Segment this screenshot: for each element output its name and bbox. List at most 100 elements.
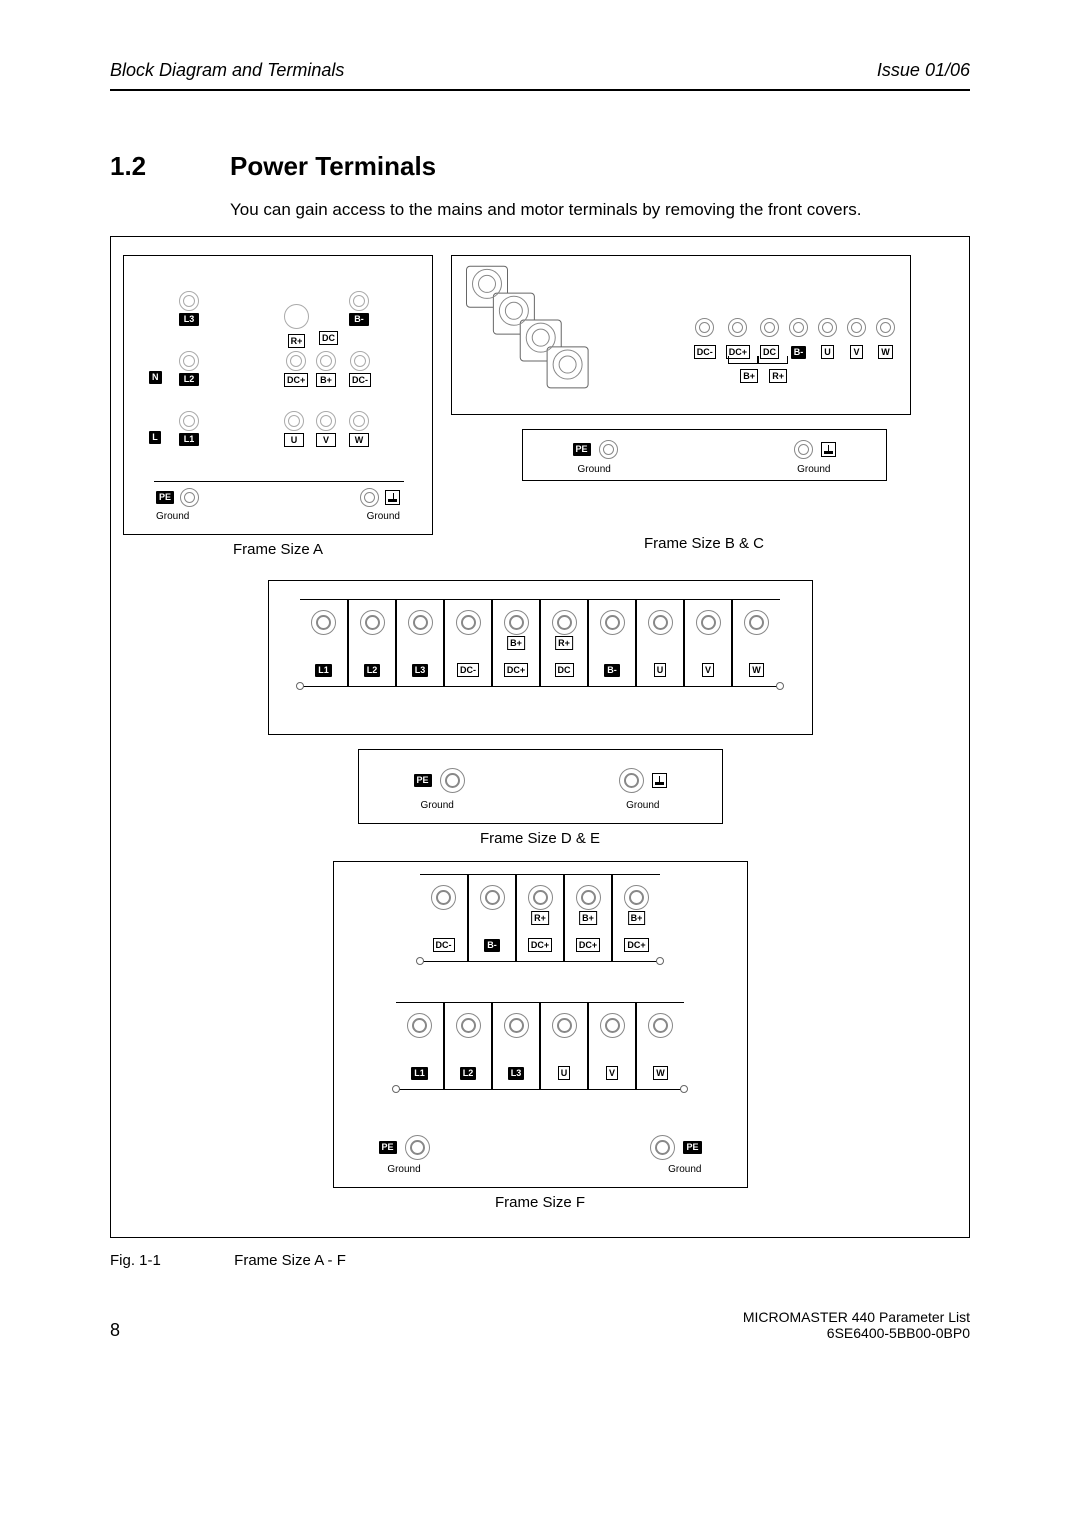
pe-label: PE — [379, 1141, 397, 1154]
section-heading: 1.2 Power Terminals — [110, 151, 970, 182]
screw-icon — [552, 610, 577, 635]
screw-icon — [728, 318, 747, 337]
bc-terminal-row: DC- DC+ DC B- U V W — [694, 318, 895, 360]
terminal-label: DC — [319, 331, 338, 345]
screw-icon — [650, 1135, 675, 1160]
terminal-label: V — [702, 663, 714, 677]
screw-icon — [619, 768, 644, 793]
screw-icon — [624, 885, 649, 910]
screw-icon — [576, 885, 601, 910]
screw-icon — [648, 1013, 673, 1038]
terminal-label: B- — [349, 313, 369, 326]
screw-icon — [504, 610, 529, 635]
terminal-label: DC — [555, 663, 574, 677]
running-header: Block Diagram and Terminals Issue 01/06 — [110, 60, 970, 91]
terminal-label: B- — [604, 664, 620, 677]
terminal-label: DC- — [349, 373, 371, 387]
pe-label: PE — [573, 443, 591, 456]
screw-icon — [179, 291, 199, 311]
screw-icon — [349, 411, 369, 431]
earth-icon — [652, 773, 667, 788]
screw-icon — [794, 440, 813, 459]
screw-icon — [179, 411, 199, 431]
terminal-label: L2 — [460, 1067, 477, 1080]
frame-de-caption: Frame Size D & E — [123, 830, 957, 847]
screw-icon — [600, 1013, 625, 1038]
screw-icon — [480, 885, 505, 910]
frame-bc-caption: Frame Size B & C — [451, 535, 957, 552]
terminal-label: R+ — [288, 334, 306, 348]
terminal-sublabel: R+ — [769, 369, 787, 383]
terminal-label: L — [149, 431, 161, 444]
screw-icon — [695, 318, 714, 337]
terminal-sublabel: B+ — [579, 911, 597, 925]
pe-label: PE — [683, 1141, 701, 1154]
ground-label: Ground — [578, 464, 611, 475]
terminal-label: L2 — [364, 664, 381, 677]
screw-icon — [316, 351, 336, 371]
screw-icon — [760, 318, 779, 337]
footer-doc-title: MICROMASTER 440 Parameter List — [743, 1309, 970, 1325]
pe-label: PE — [156, 491, 174, 504]
screw-icon — [456, 1013, 481, 1038]
frame-f-wrapper: DC- B- R+DC+ B+DC+ B+DC+ L1 L2 L3 — [123, 861, 957, 1211]
terminal-sublabel: B+ — [628, 911, 646, 925]
screw-icon — [456, 610, 481, 635]
screw-icon — [847, 318, 866, 337]
footer-doc-code: 6SE6400-5BB00-0BP0 — [743, 1325, 970, 1341]
terminal-label: L1 — [411, 1067, 428, 1080]
screw-icon — [744, 610, 769, 635]
screw-icon — [316, 411, 336, 431]
screw-icon — [180, 488, 199, 507]
terminal-label: DC+ — [284, 373, 308, 387]
screw-icon — [599, 440, 618, 459]
terminal-label: U — [284, 433, 304, 447]
ground-label: Ground — [797, 464, 830, 475]
terminal-sublabel: B+ — [740, 369, 758, 383]
terminal-label: DC- — [457, 663, 479, 677]
pe-label: PE — [414, 774, 432, 787]
terminal-label: N — [149, 371, 162, 384]
top-row: L3 L2 L1 N L — [123, 255, 957, 572]
frame-a-wrapper: L3 L2 L1 N L — [123, 255, 433, 572]
figure-number: Fig. 1-1 — [110, 1252, 230, 1269]
terminal-label: V — [850, 345, 862, 359]
screw-icon — [284, 411, 304, 431]
figure-box: L3 L2 L1 N L — [110, 236, 970, 1238]
ground-label: Ground — [650, 1164, 701, 1175]
screw-icon — [407, 1013, 432, 1038]
screw-icon — [431, 885, 456, 910]
frame-de-ground-panel: PE Ground Ground — [358, 749, 723, 824]
screw-icon — [408, 610, 433, 635]
frame-bc-top-panel: DC- DC+ DC B- U V W B+ R+ — [451, 255, 911, 415]
earth-icon — [821, 442, 836, 457]
terminal-label: W — [349, 433, 369, 447]
frame-f-caption: Frame Size F — [123, 1194, 957, 1211]
frame-a-caption: Frame Size A — [123, 541, 433, 558]
terminal-label: V — [316, 433, 336, 447]
terminal-label: L3 — [412, 664, 429, 677]
screw-icon — [648, 610, 673, 635]
frame-bc-wrapper: DC- DC+ DC B- U V W B+ R+ — [451, 255, 957, 572]
section-number: 1.2 — [110, 151, 230, 182]
terminal-label: W — [749, 663, 764, 677]
frame-bc-ground-panel: PE Ground Ground — [522, 429, 887, 481]
screw-icon — [440, 768, 465, 793]
ground-label: Ground — [379, 1164, 430, 1175]
terminal-label: B- — [484, 939, 500, 952]
terminal-label: L3 — [508, 1067, 525, 1080]
frame-f-panel: DC- B- R+DC+ B+DC+ B+DC+ L1 L2 L3 — [333, 861, 748, 1188]
screw-icon — [876, 318, 895, 337]
terminal-label: L2 — [179, 373, 199, 386]
terminal-sublabel: R+ — [555, 636, 573, 650]
screw-icon — [789, 318, 808, 337]
page-footer: 8 MICROMASTER 440 Parameter List 6SE6400… — [110, 1309, 970, 1341]
terminal-label: L3 — [179, 313, 199, 326]
frame-de-top-panel: L1 L2 L3 DC- B+DC+ R+DC B- U V W — [268, 580, 813, 735]
terminal-label: DC+ — [504, 663, 528, 677]
terminal-label: L1 — [179, 433, 199, 446]
terminal-label: V — [606, 1066, 618, 1080]
earth-icon — [385, 490, 400, 505]
intro-text: You can gain access to the mains and mot… — [230, 200, 970, 220]
diagonal-terminals — [459, 263, 600, 404]
